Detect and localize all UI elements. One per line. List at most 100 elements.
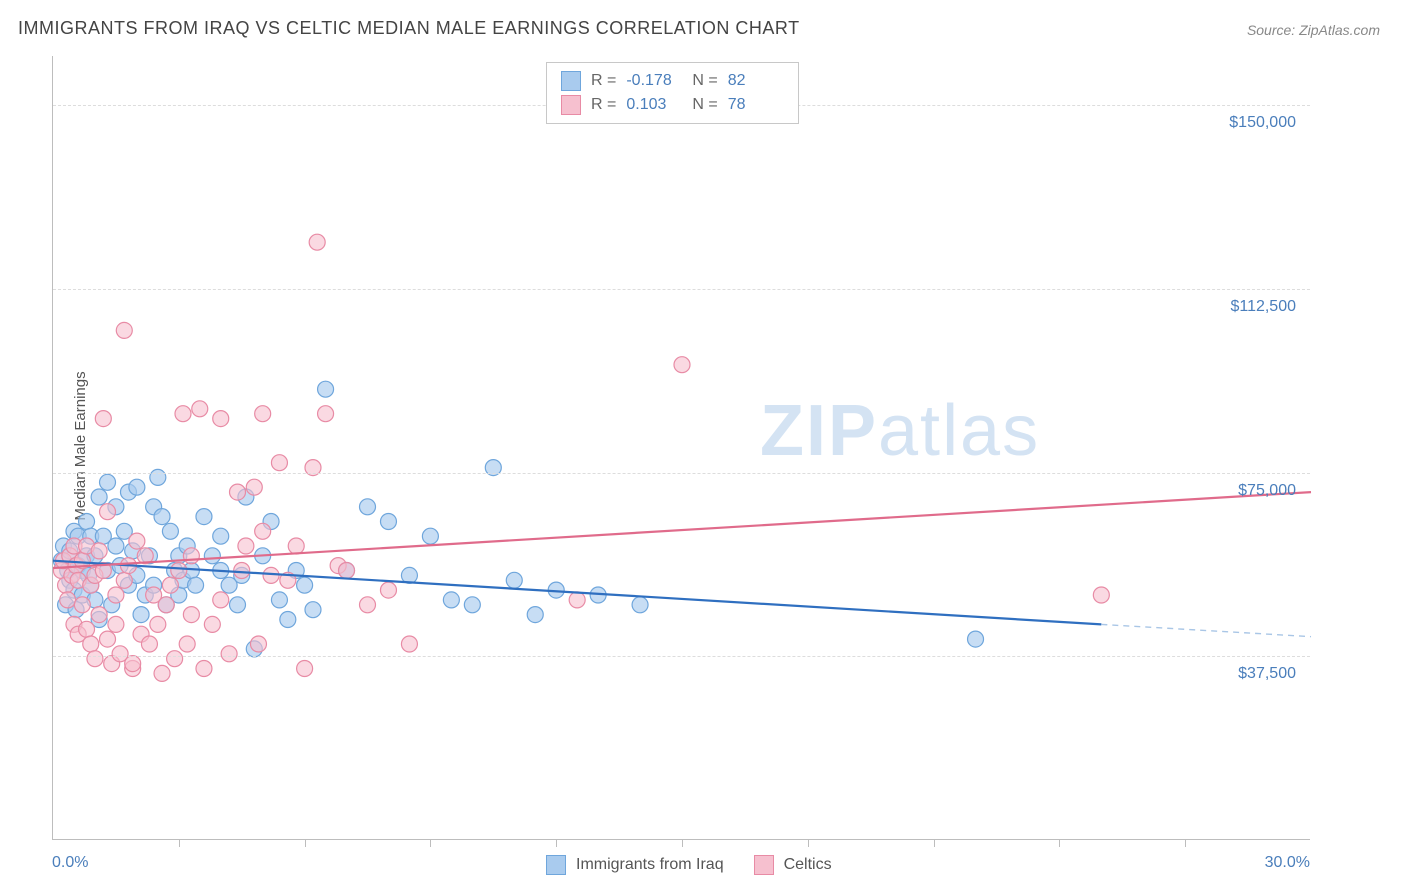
gridline [53,656,1310,657]
data-point-celtic [234,563,250,579]
data-point-iraq [154,509,170,525]
data-point-celtic [288,538,304,554]
n-label: N = [692,93,717,117]
legend-label-celtic: Celtics [784,856,832,874]
data-point-iraq [91,489,107,505]
data-point-iraq [380,514,396,530]
data-point-celtic [204,616,220,632]
data-point-iraq [422,528,438,544]
data-point-celtic [318,406,334,422]
data-point-iraq [632,597,648,613]
data-point-celtic [91,543,107,559]
data-point-celtic [154,665,170,681]
data-point-celtic [569,592,585,608]
data-point-celtic [271,455,287,471]
source-attribution: Source: ZipAtlas.com [1247,22,1380,38]
data-point-iraq [443,592,459,608]
x-tick [179,839,180,847]
data-point-celtic [108,616,124,632]
data-point-celtic [116,572,132,588]
data-point-iraq [280,612,296,628]
data-point-iraq [305,602,321,618]
data-point-celtic [91,607,107,623]
x-tick [808,839,809,847]
data-point-celtic [238,538,254,554]
x-tick [682,839,683,847]
data-point-iraq [297,577,313,593]
n-label: N = [692,69,717,93]
data-point-celtic [175,406,191,422]
legend-swatch-iraq [546,855,566,875]
data-point-celtic [179,636,195,652]
data-point-celtic [255,406,271,422]
data-point-iraq [108,538,124,554]
data-point-iraq [196,509,212,525]
data-point-celtic [183,548,199,564]
data-point-celtic [1093,587,1109,603]
data-point-iraq [968,631,984,647]
data-point-celtic [674,357,690,373]
data-point-iraq [506,572,522,588]
data-point-celtic [79,621,95,637]
data-point-celtic [150,616,166,632]
data-point-iraq [204,548,220,564]
trend-extrapolation-iraq [1101,624,1311,636]
data-point-iraq [464,597,480,613]
n-value-iraq: 82 [728,69,784,93]
legend-item-iraq: Immigrants from Iraq [546,855,724,875]
data-point-celtic [171,563,187,579]
y-tick-label: $75,000 [1238,482,1296,500]
data-point-celtic [183,607,199,623]
data-point-celtic [255,523,271,539]
x-tick [305,839,306,847]
source-prefix: Source: [1247,22,1299,38]
legend-item-celtic: Celtics [754,855,832,875]
correlation-stats-box: R =-0.178N =82R =0.103N =78 [546,62,799,124]
data-point-iraq [271,592,287,608]
data-point-celtic [297,661,313,677]
x-axis-max-label: 30.0% [1265,854,1310,872]
x-tick [430,839,431,847]
r-value-iraq: -0.178 [626,69,682,93]
trend-line-iraq [53,561,1101,625]
data-point-iraq [188,577,204,593]
y-tick-label: $112,500 [1230,298,1296,316]
x-tick [556,839,557,847]
data-point-celtic [108,587,124,603]
gridline [53,473,1310,474]
data-point-iraq [162,523,178,539]
x-tick [1185,839,1186,847]
n-value-celtic: 78 [728,93,784,117]
data-point-celtic [339,563,355,579]
swatch-celtic [561,95,581,115]
data-point-celtic [213,592,229,608]
data-point-iraq [230,597,246,613]
data-point-celtic [100,631,116,647]
stats-row-celtic: R =0.103N =78 [561,93,784,117]
data-point-celtic [60,592,76,608]
data-point-celtic [360,597,376,613]
data-point-celtic [213,411,229,427]
r-label: R = [591,69,616,93]
swatch-iraq [561,71,581,91]
data-point-iraq [129,479,145,495]
y-tick-label: $37,500 [1238,665,1296,683]
series-legend: Immigrants from Iraq Celtics [546,855,832,875]
data-point-celtic [192,401,208,417]
y-tick-label: $150,000 [1229,114,1296,132]
data-point-iraq [213,528,229,544]
chart-title: IMMIGRANTS FROM IRAQ VS CELTIC MEDIAN MA… [18,18,800,39]
scatter-svg [53,56,1311,840]
data-point-celtic [196,661,212,677]
data-point-celtic [250,636,266,652]
data-point-celtic [158,597,174,613]
data-point-celtic [125,656,141,672]
data-point-celtic [167,651,183,667]
data-point-celtic [221,646,237,662]
data-point-iraq [318,381,334,397]
data-point-iraq [100,474,116,490]
data-point-iraq [79,514,95,530]
source-name: ZipAtlas.com [1299,22,1380,38]
data-point-celtic [87,651,103,667]
data-point-celtic [401,636,417,652]
